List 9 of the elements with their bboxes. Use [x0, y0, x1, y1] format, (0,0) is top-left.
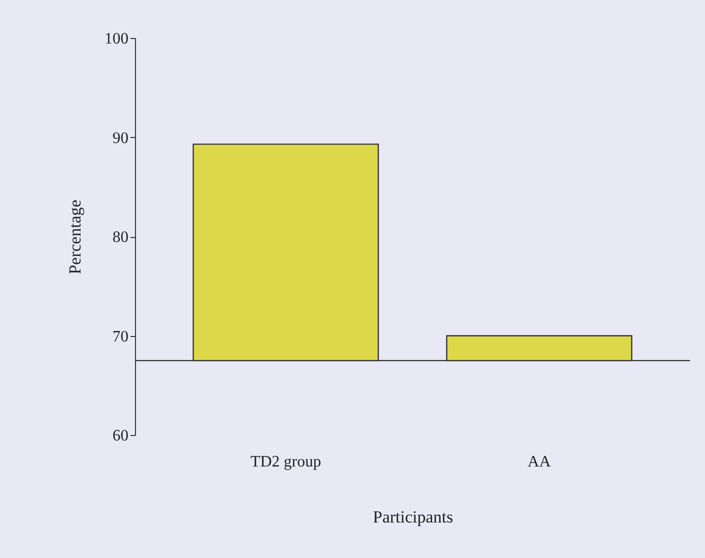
y-tick-label: 90	[112, 130, 128, 147]
x-axis-title: Participants	[372, 508, 454, 526]
y-axis-title: Percentage	[66, 200, 84, 274]
y-tick-label: 60	[112, 428, 128, 444]
y-tick-label: 100	[104, 30, 128, 48]
y-tick-label: 80	[112, 229, 128, 246]
x-tick-label: TD2 group	[250, 454, 322, 470]
x-tick-label: AA	[528, 454, 552, 470]
y-tick-label: 70	[112, 328, 128, 346]
